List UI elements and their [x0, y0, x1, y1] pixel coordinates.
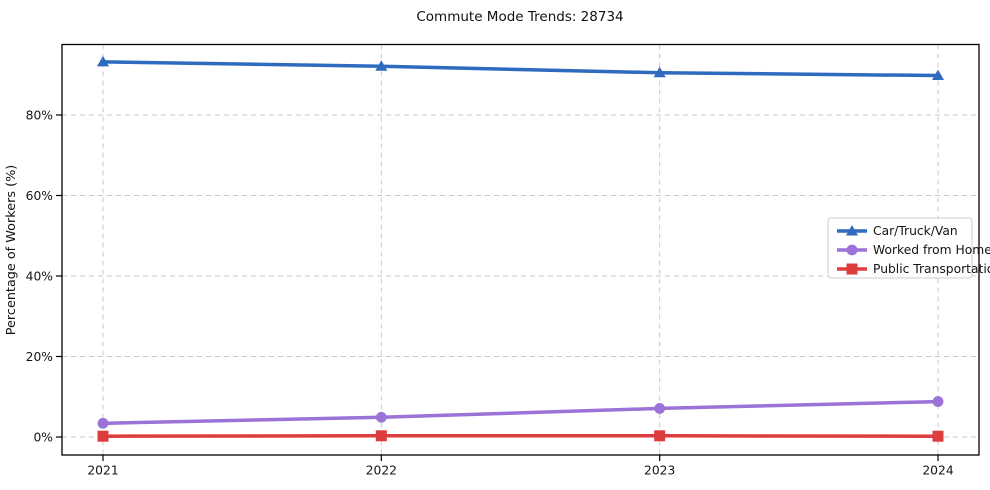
- data-point-car-truck-van: [97, 55, 109, 67]
- data-point-worked-from-home: [932, 396, 944, 407]
- data-point-car-truck-van: [653, 66, 666, 78]
- legend-label-car-truck-van: Car/Truck/Van: [873, 224, 958, 238]
- y-tick-label: 60%: [26, 189, 53, 203]
- x-tick-label: 2022: [366, 464, 397, 478]
- series-line-car-truck-van: [101, 60, 940, 78]
- data-point-worked-from-home: [97, 417, 109, 429]
- x-tick-label: 2021: [87, 464, 118, 478]
- legend-marker-public-transportation: [846, 263, 858, 275]
- y-tick-label: 80%: [26, 108, 53, 122]
- series-line-worked-from-home: [101, 399, 940, 426]
- data-point-public-transportation: [375, 430, 387, 442]
- data-point-public-transportation: [654, 430, 666, 442]
- chart-plot-layer: 0% 20% 40% 60% 80% 2021 2022 2023 2024 Car/Truck/…: [26, 43, 990, 478]
- x-tick-label: 2023: [644, 464, 675, 478]
- y-tick-label: 20%: [26, 350, 53, 364]
- x-tick-label: 2024: [922, 464, 953, 478]
- legend-label-worked-from-home: Worked from Home: [873, 243, 990, 257]
- data-point-car-truck-van: [932, 69, 944, 81]
- data-point-public-transportation: [97, 430, 109, 442]
- legend-label-public-transportation: Public Transportation: [873, 262, 990, 276]
- y-tick-label: 0%: [33, 430, 53, 444]
- chart-title: Commute Mode Trends: 28734: [416, 9, 623, 25]
- y-axis-label: Percentage of Workers (%): [4, 165, 19, 335]
- plot-border: [61, 43, 980, 456]
- legend: [827, 217, 973, 279]
- data-point-public-transportation: [932, 430, 944, 442]
- y-tick-label: 40%: [26, 269, 53, 283]
- data-point-car-truck-van: [375, 60, 388, 71]
- data-point-worked-from-home: [654, 403, 666, 414]
- legend-marker-car-truck-van: [846, 225, 858, 236]
- legend-marker-worked-from-home: [846, 244, 858, 256]
- data-point-worked-from-home: [375, 411, 387, 423]
